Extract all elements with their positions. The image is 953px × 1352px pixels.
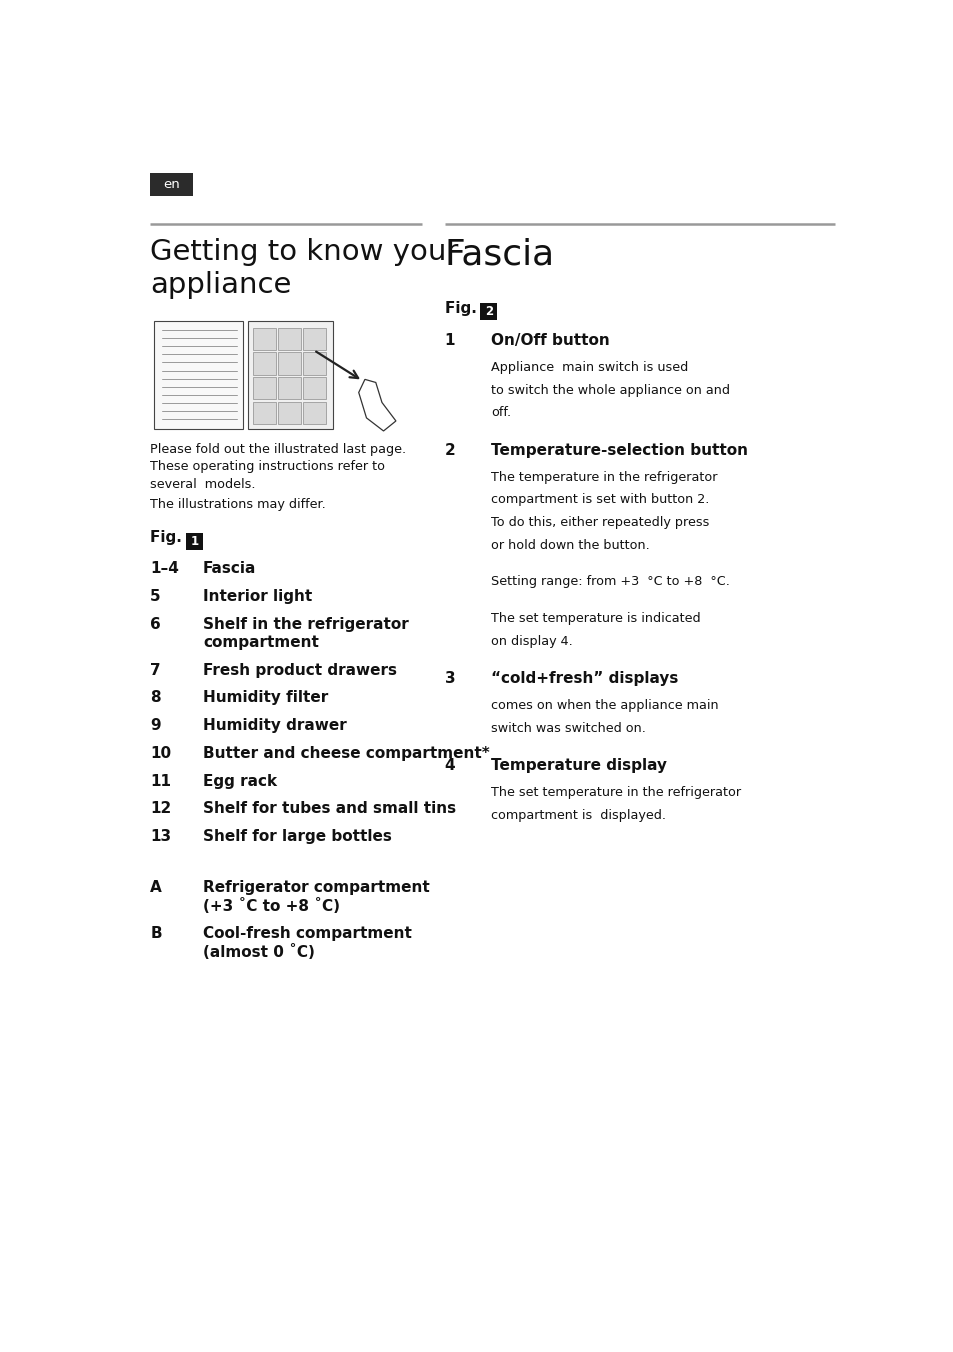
Text: Egg rack: Egg rack (203, 773, 276, 788)
Bar (248, 320, 333, 429)
Bar (277, 402, 300, 425)
Text: 6: 6 (150, 617, 161, 631)
Text: B: B (150, 926, 162, 941)
Text: 2: 2 (444, 443, 455, 458)
Text: 1: 1 (444, 333, 455, 349)
Text: The illustrations may differ.: The illustrations may differ. (150, 498, 326, 511)
Text: 4: 4 (444, 758, 455, 773)
Text: 2: 2 (484, 306, 493, 318)
Text: 5: 5 (150, 589, 161, 604)
Text: 9: 9 (150, 718, 161, 733)
Text: compartment is set with button 2.: compartment is set with button 2. (491, 493, 709, 507)
Text: 8: 8 (150, 691, 161, 706)
FancyBboxPatch shape (186, 533, 203, 549)
Bar (253, 402, 275, 425)
Text: Getting to know your
appliance: Getting to know your appliance (150, 238, 458, 299)
Text: off.: off. (491, 407, 511, 419)
Text: Humidity filter: Humidity filter (203, 691, 328, 706)
Text: Temperature-selection button: Temperature-selection button (491, 443, 747, 458)
Text: Fascia: Fascia (444, 238, 555, 272)
Text: en: en (163, 178, 180, 191)
FancyBboxPatch shape (480, 303, 497, 320)
Text: Refrigerator compartment
(+3 ˚C to +8 ˚C): Refrigerator compartment (+3 ˚C to +8 ˚C… (203, 880, 429, 914)
Text: Appliance  main switch is used: Appliance main switch is used (491, 361, 688, 375)
Text: Interior light: Interior light (203, 589, 312, 604)
Text: 1: 1 (191, 534, 198, 548)
Text: Cool-fresh compartment
(almost 0 ˚C): Cool-fresh compartment (almost 0 ˚C) (203, 926, 412, 960)
Bar (253, 377, 275, 399)
Text: Shelf for tubes and small tins: Shelf for tubes and small tins (203, 802, 456, 817)
Text: Humidity drawer: Humidity drawer (203, 718, 346, 733)
Bar (154, 320, 243, 429)
Text: A: A (150, 880, 162, 895)
Text: Fresh product drawers: Fresh product drawers (203, 662, 396, 677)
FancyBboxPatch shape (150, 173, 193, 196)
Text: The set temperature is indicated: The set temperature is indicated (491, 612, 700, 625)
Bar (277, 353, 300, 375)
Text: “cold+fresh” displays: “cold+fresh” displays (491, 671, 678, 687)
Bar (277, 327, 300, 350)
Text: 3: 3 (444, 671, 455, 687)
Text: 11: 11 (150, 773, 172, 788)
Text: Temperature display: Temperature display (491, 758, 666, 773)
Bar (253, 327, 275, 350)
Text: to switch the whole appliance on and: to switch the whole appliance on and (491, 384, 729, 396)
Bar (253, 353, 275, 375)
Text: 1–4: 1–4 (150, 561, 179, 576)
Text: The temperature in the refrigerator: The temperature in the refrigerator (491, 470, 717, 484)
Text: The set temperature in the refrigerator: The set temperature in the refrigerator (491, 786, 740, 799)
Text: or hold down the button.: or hold down the button. (491, 538, 649, 552)
Text: comes on when the appliance main: comes on when the appliance main (491, 699, 719, 713)
Bar (303, 402, 326, 425)
Text: 12: 12 (150, 802, 172, 817)
Text: Fascia: Fascia (203, 561, 256, 576)
Text: Shelf for large bottles: Shelf for large bottles (203, 829, 392, 844)
Text: Setting range: from +3  °C to +8  °C.: Setting range: from +3 °C to +8 °C. (491, 576, 729, 588)
Text: 10: 10 (150, 746, 172, 761)
Text: To do this, either repeatedly press: To do this, either repeatedly press (491, 516, 709, 529)
Bar (303, 327, 326, 350)
Text: 13: 13 (150, 829, 172, 844)
Text: compartment is  displayed.: compartment is displayed. (491, 808, 665, 822)
Text: switch was switched on.: switch was switched on. (491, 722, 645, 734)
Text: 7: 7 (150, 662, 161, 677)
Text: On/Off button: On/Off button (491, 333, 609, 349)
Text: Butter and cheese compartment*: Butter and cheese compartment* (203, 746, 489, 761)
Text: Fig.: Fig. (150, 530, 187, 545)
Text: on display 4.: on display 4. (491, 634, 573, 648)
Text: Please fold out the illustrated last page.
These operating instructions refer to: Please fold out the illustrated last pag… (150, 442, 406, 491)
Bar (303, 353, 326, 375)
Bar (277, 377, 300, 399)
Text: Shelf in the refrigerator
compartment: Shelf in the refrigerator compartment (203, 617, 408, 649)
Text: Fig.: Fig. (444, 301, 481, 316)
Bar (303, 377, 326, 399)
